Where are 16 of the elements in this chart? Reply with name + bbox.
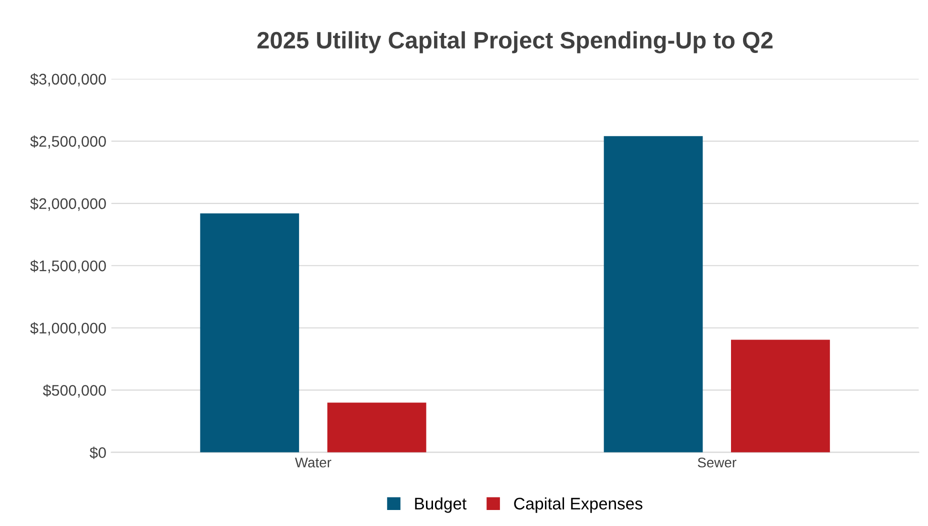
legend-label: Capital Expenses	[514, 497, 642, 513]
y-tick-label: $0	[90, 446, 106, 459]
x-tick-label: Water	[295, 458, 332, 468]
bar	[200, 213, 300, 452]
y-tick-label: $2,500,000	[30, 135, 106, 149]
legend-label: Budget	[415, 497, 466, 513]
y-tick-label: $2,000,000	[30, 198, 106, 211]
y-tick-label: $3,000,000	[30, 73, 106, 86]
chart-title: 2025 Utility Capital Project Spending-Up to Q2	[257, 31, 773, 54]
x-tick-label: Sewer	[698, 458, 736, 468]
bar	[604, 136, 703, 452]
bar	[731, 340, 830, 452]
y-tick-label: $1,500,000	[30, 260, 106, 274]
y-tick-label: $500,000	[42, 384, 106, 398]
bar	[327, 402, 426, 452]
y-tick-label: $1,000,000	[30, 322, 106, 336]
